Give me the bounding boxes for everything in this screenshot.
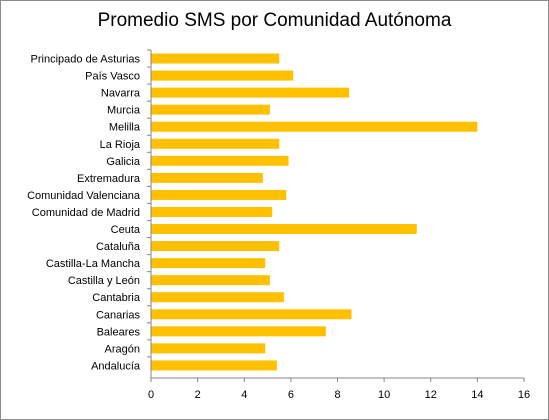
bar [151, 309, 352, 320]
bar [151, 360, 277, 371]
bar [151, 53, 280, 64]
category-label: Ceuta [111, 224, 141, 236]
bar [151, 172, 263, 183]
bar [151, 275, 270, 286]
bar [151, 343, 266, 354]
value-tick-label: 0 [148, 389, 154, 401]
category-label: Galicia [106, 156, 141, 168]
bar [151, 121, 478, 132]
x-axis-group: 0 2 4 6 8 10 12 14 16 [148, 50, 530, 401]
bars-group [151, 53, 478, 371]
bar [151, 189, 287, 200]
value-tick-label: 4 [241, 389, 247, 401]
category-label: Extremadura [77, 173, 141, 185]
category-label: Andalucía [91, 360, 141, 372]
bar [151, 155, 289, 166]
value-tick-label: 14 [471, 389, 483, 401]
value-tick-label: 16 [518, 389, 530, 401]
value-tick-label: 6 [288, 389, 294, 401]
category-label: La Rioja [100, 139, 141, 151]
category-label: Aragón [105, 343, 140, 355]
bar [151, 326, 326, 337]
bar [151, 138, 280, 149]
bar [151, 224, 417, 235]
category-label: Cataluña [96, 241, 141, 253]
value-tick-label: 2 [195, 389, 201, 401]
bar [151, 241, 280, 252]
category-label: Principado de Asturias [31, 54, 141, 66]
bar [151, 206, 273, 217]
value-tick-label: 8 [334, 389, 340, 401]
category-labels-group: Principado de Asturias País Vasco Navarra M… [27, 49, 151, 372]
chart-title: Promedio SMS por Comunidad Autónoma [97, 10, 452, 31]
category-label: Navarra [101, 88, 141, 100]
bar [151, 104, 270, 115]
category-label: País Vasco [85, 71, 140, 83]
category-label: Comunidad Valenciana [27, 190, 141, 202]
category-label: Murcia [107, 105, 141, 117]
category-label: Cantabria [92, 292, 141, 304]
bar [151, 70, 294, 81]
category-label: Comunidad de Madrid [32, 207, 140, 219]
bar [151, 258, 266, 269]
category-label: Baleares [97, 326, 141, 338]
bar [151, 292, 284, 303]
category-label: Canarias [96, 309, 141, 321]
category-label: Melilla [109, 122, 141, 134]
category-label: Castilla-La Mancha [46, 258, 141, 270]
value-tick-label: 10 [378, 389, 390, 401]
value-tick-label: 12 [425, 389, 437, 401]
bar [151, 87, 350, 98]
category-label: Castilla y León [68, 275, 140, 287]
